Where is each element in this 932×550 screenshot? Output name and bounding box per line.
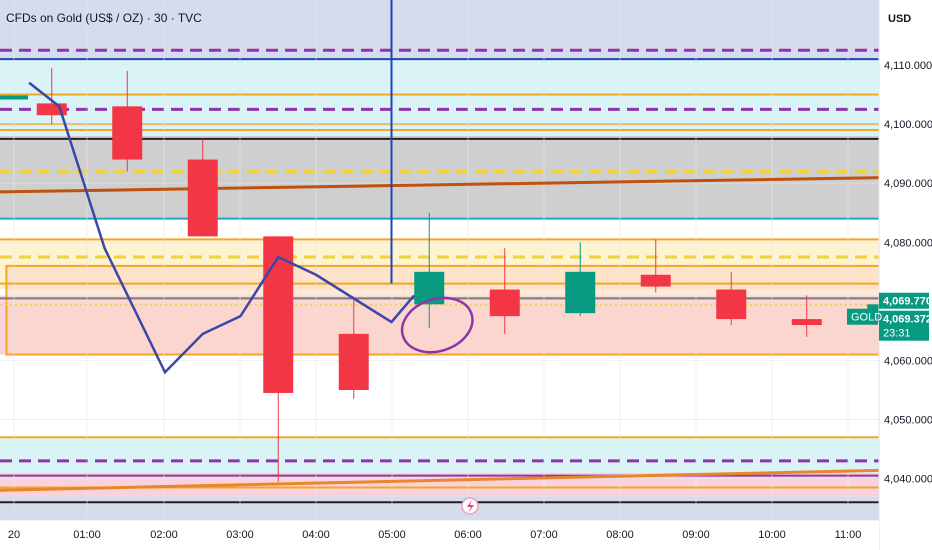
price-tick-label: 4,050.000 xyxy=(884,415,932,427)
price-tick-label: 4,080.000 xyxy=(884,237,932,249)
price-tick-label: 4,090.000 xyxy=(884,178,932,190)
overlay-layer xyxy=(28,81,474,375)
candle-body xyxy=(565,271,596,314)
drawings-layer xyxy=(0,0,905,492)
zones-layer xyxy=(0,0,884,520)
time-tick-label: 07:00 xyxy=(530,529,558,541)
countdown-text: 23:31 xyxy=(883,328,911,340)
projection-path xyxy=(28,81,416,375)
lightning-icon[interactable] xyxy=(467,500,474,513)
levels-layer xyxy=(0,48,879,504)
time-tick-label: 11:00 xyxy=(835,529,862,541)
price-zone xyxy=(0,135,879,219)
last-price-badge xyxy=(879,310,929,341)
price-tick-label: 4,040.000 xyxy=(884,474,932,486)
demand-box xyxy=(5,264,884,356)
symbol-badge xyxy=(847,308,878,325)
price-zone xyxy=(0,437,879,473)
price-axis[interactable] xyxy=(879,0,932,550)
chart-title: CFDs on Gold (US$ / OZ) · 30 · TVC xyxy=(6,11,202,25)
time-tick-label: 05:00 xyxy=(378,529,406,541)
highlight-ellipse xyxy=(400,296,474,354)
upper-price-text: 4,069.770 xyxy=(883,296,932,308)
time-tick-label: 20 xyxy=(8,529,20,541)
candle-body xyxy=(489,289,520,317)
upper-price-badge xyxy=(879,292,929,309)
time-tick-label: 06:00 xyxy=(454,529,482,541)
currency-label: USD xyxy=(888,13,911,25)
time-tick-label: 03:00 xyxy=(226,529,254,541)
time-tick-label: 02:00 xyxy=(150,529,178,541)
candle-body xyxy=(36,103,67,116)
candle-body xyxy=(338,333,369,390)
price-zone xyxy=(0,496,879,520)
time-tick-label: 04:00 xyxy=(302,529,330,541)
time-tick-label: 10:00 xyxy=(758,529,786,541)
candle-body xyxy=(716,289,747,320)
candle-body xyxy=(112,106,143,160)
candle-body xyxy=(640,274,671,287)
price-tick-label: 4,060.000 xyxy=(884,355,932,367)
time-axis[interactable] xyxy=(0,520,879,550)
time-tick-label: 08:00 xyxy=(606,529,634,541)
last-price-text: 4,069.372 xyxy=(883,314,932,326)
candle-body xyxy=(791,319,822,325)
candle-body xyxy=(263,236,294,393)
symbol-text: GOLD xyxy=(851,312,882,324)
trend-line xyxy=(0,175,905,194)
price-tick-label: 4,110.000 xyxy=(884,60,932,72)
price-tick-label: 4,100.000 xyxy=(884,119,932,131)
candle-body xyxy=(187,159,218,237)
time-tick-label: 09:00 xyxy=(682,529,710,541)
time-tick-label: 01:00 xyxy=(73,529,101,541)
trend-line xyxy=(0,468,905,492)
